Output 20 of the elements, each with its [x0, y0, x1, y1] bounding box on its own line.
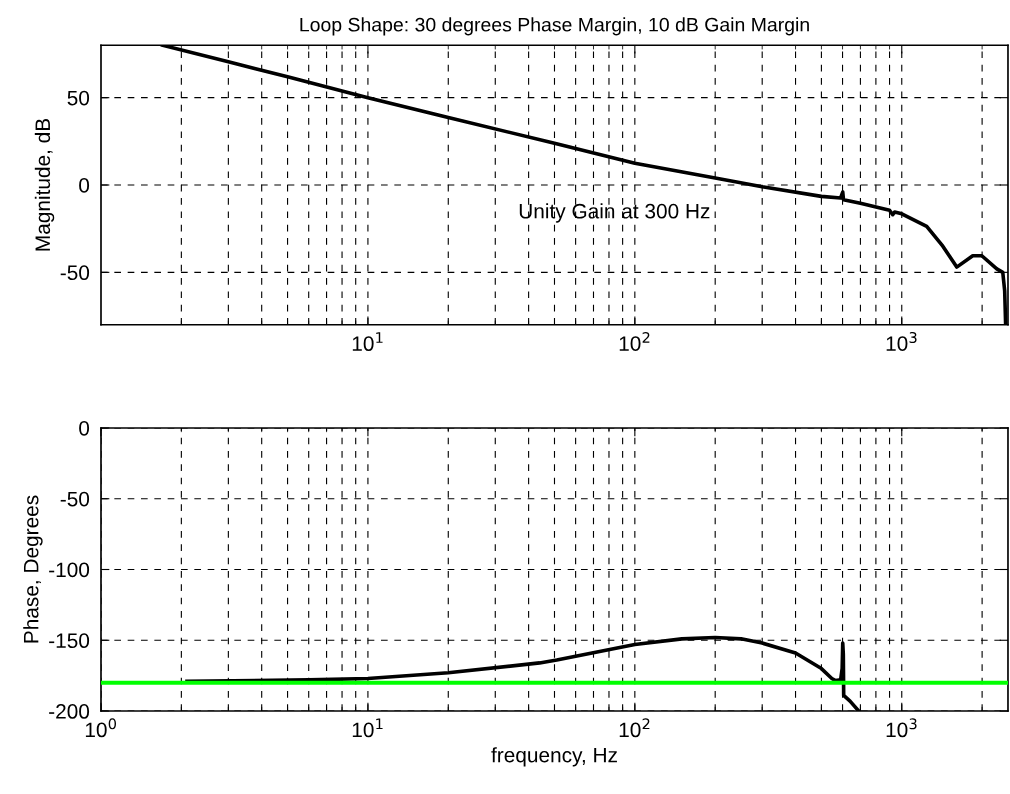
y-tick-label: -50	[60, 491, 90, 507]
y-axis-title: Phase, Degrees	[23, 495, 43, 643]
y-tick-label: 0	[79, 420, 90, 436]
x-axis-title: frequency, Hz	[491, 747, 617, 767]
y-tick-label: -50	[60, 265, 90, 281]
x-tick-label: 10$^{3}$	[886, 718, 917, 738]
x-tick-label: 10$^{2}$	[619, 718, 650, 738]
y-tick-label: -150	[49, 633, 90, 649]
x-tick-label: 10$^{1}$	[352, 332, 383, 352]
annotation: Unity Gain at 300 Hz	[519, 203, 710, 223]
x-tick-label: 10$^{1}$	[352, 718, 383, 738]
x-tick-label: 10$^{2}$	[619, 332, 650, 351]
y-tick-label: 0	[79, 178, 90, 193]
y-axis-title: Magnitude, dB	[34, 118, 55, 251]
y-tick-label: -100	[49, 562, 90, 578]
y-tick-label: -200	[49, 704, 90, 719]
x-tick-label: 10$^{0}$	[85, 718, 117, 738]
x-tick-label: 10$^{3}$	[886, 332, 917, 351]
chart-title: Loop Shape: 30 degrees Phase Margin, 10 dB Gain Margin	[300, 17, 809, 36]
y-tick-label: 50	[67, 90, 90, 106]
